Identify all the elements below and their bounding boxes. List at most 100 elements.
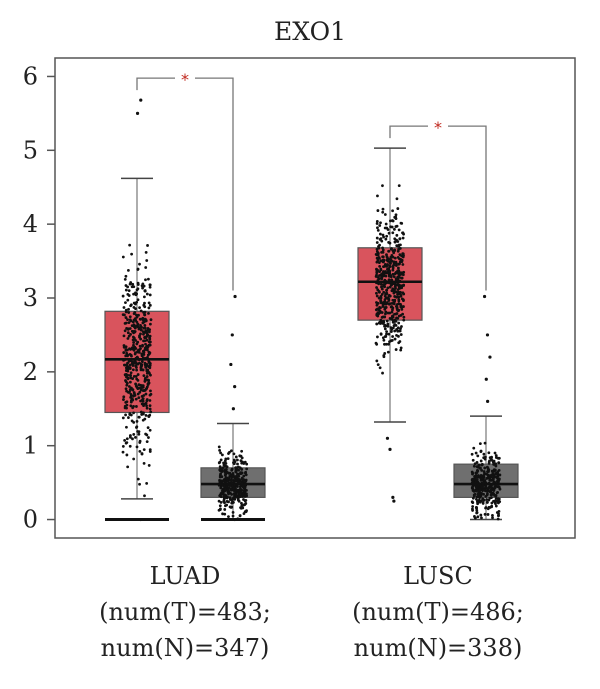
data-point (381, 271, 385, 275)
data-point (397, 184, 401, 188)
data-point (474, 485, 478, 489)
data-point (497, 485, 500, 489)
data-point (134, 384, 138, 388)
data-point (392, 302, 396, 306)
data-point (134, 339, 137, 342)
data-point (384, 310, 388, 314)
data-point (141, 368, 145, 372)
data-point (127, 359, 131, 363)
data-point (242, 474, 246, 478)
data-point (142, 448, 146, 452)
data-point (482, 452, 486, 456)
data-point (225, 483, 229, 487)
data-point (223, 473, 227, 477)
data-point (381, 184, 384, 188)
data-point (134, 397, 138, 401)
data-point (388, 340, 391, 344)
data-point (376, 307, 379, 311)
data-point (394, 260, 398, 264)
outlier-point (385, 436, 390, 440)
data-point (128, 366, 132, 370)
data-point (393, 227, 396, 231)
data-point (397, 321, 401, 325)
data-point (138, 334, 141, 338)
data-point (239, 480, 243, 483)
data-point (390, 254, 394, 257)
data-point (392, 251, 396, 255)
data-point (133, 317, 137, 321)
data-point (141, 397, 145, 401)
data-point (134, 302, 137, 306)
data-point (225, 503, 229, 507)
data-point (241, 506, 245, 510)
data-point (132, 433, 136, 436)
data-point (383, 226, 387, 230)
data-point (388, 260, 391, 264)
data-point (128, 353, 132, 356)
data-point (143, 310, 147, 314)
data-point (148, 361, 151, 365)
data-point (381, 210, 385, 214)
data-point (137, 348, 141, 352)
data-point (242, 498, 245, 501)
data-point (127, 294, 131, 297)
data-point (124, 301, 127, 305)
data-point (148, 293, 152, 297)
data-point (147, 378, 151, 382)
data-point (125, 453, 129, 457)
data-point (471, 507, 474, 511)
data-point (397, 270, 401, 274)
data-point (146, 333, 150, 337)
data-point (143, 379, 147, 383)
data-point (134, 291, 137, 295)
data-point (475, 511, 479, 514)
data-point (226, 457, 230, 461)
data-point (390, 328, 394, 331)
data-point (139, 337, 143, 341)
data-point (375, 260, 379, 264)
data-point (149, 410, 153, 414)
data-point (483, 488, 487, 492)
data-point (393, 312, 396, 316)
data-point (135, 313, 138, 317)
data-point (235, 466, 239, 469)
data-point (128, 444, 132, 448)
box-luad-normal (200, 294, 266, 522)
data-point (396, 266, 400, 270)
data-point (380, 239, 384, 243)
data-point (240, 449, 244, 453)
data-point (376, 209, 380, 212)
data-point (379, 301, 383, 305)
data-point (141, 330, 145, 334)
data-point (145, 385, 149, 389)
data-point (375, 301, 378, 304)
data-point (135, 288, 139, 292)
data-point (393, 299, 397, 303)
data-point (492, 492, 495, 496)
data-point (135, 324, 138, 328)
data-point (148, 366, 152, 370)
data-point (494, 504, 498, 508)
data-point (139, 309, 143, 313)
data-point (498, 473, 502, 477)
data-point (378, 224, 382, 227)
data-point (131, 377, 134, 381)
data-point (228, 478, 232, 482)
data-point (123, 357, 126, 361)
data-point (481, 502, 485, 505)
data-point (143, 339, 147, 343)
data-point (148, 340, 152, 344)
data-point (386, 286, 390, 290)
data-point (375, 270, 379, 274)
data-point (387, 257, 391, 261)
data-point (123, 363, 126, 367)
data-point (139, 325, 143, 329)
data-point (387, 278, 391, 282)
outlier-point (388, 447, 392, 451)
data-point (131, 406, 135, 410)
data-point (383, 213, 387, 216)
data-point (230, 493, 234, 496)
category-label: num(N)=347) (101, 634, 270, 662)
data-point (400, 260, 404, 264)
data-point (124, 413, 127, 417)
